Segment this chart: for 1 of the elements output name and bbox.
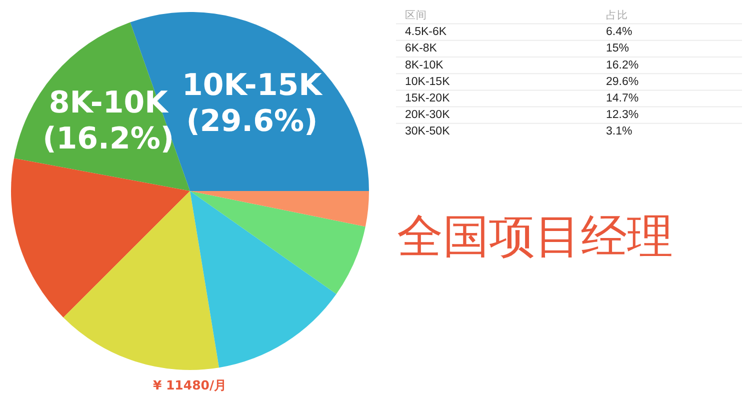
title: 全国项目经理 — [397, 209, 673, 263]
